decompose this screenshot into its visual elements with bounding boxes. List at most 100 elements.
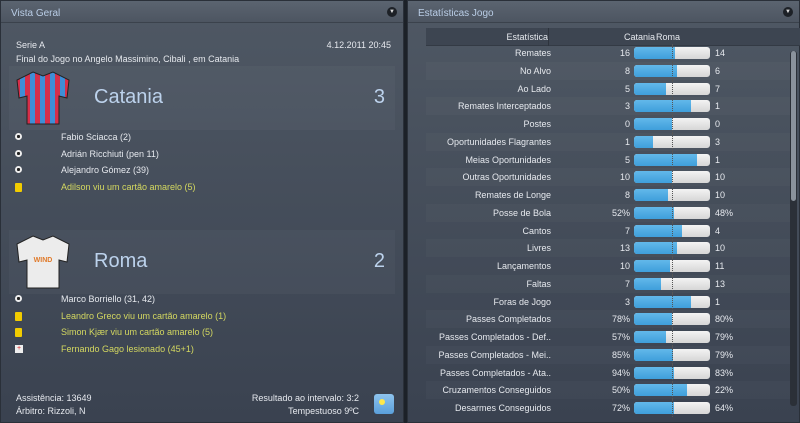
away-value: 4 — [715, 225, 721, 236]
away-team-name[interactable]: Roma — [94, 250, 148, 272]
home-value: 57% — [611, 332, 630, 342]
home-bar-fill — [634, 206, 674, 219]
stat-label: Postes — [523, 119, 551, 129]
home-value: 16 — [619, 48, 630, 58]
ball-icon — [15, 133, 22, 140]
event-text[interactable]: Alejandro Gómez (39) — [61, 165, 150, 175]
away-team-block: WIND Roma 2 — [9, 230, 395, 294]
home-team-name[interactable]: Catania — [94, 86, 163, 108]
away-value: 48% — [715, 207, 734, 218]
midline — [672, 168, 673, 187]
event-text[interactable]: Adilson viu um cartão amarelo (5) — [61, 181, 196, 192]
stat-label: Cruzamentos Conseguidos — [442, 385, 551, 396]
stat-bar — [634, 295, 710, 308]
event-text[interactable]: Fernando Gago lesionado (45+1) — [61, 343, 194, 354]
stat-row: Postes 0 0 — [426, 115, 791, 133]
stat-label: Oportunidades Flagrantes — [446, 136, 551, 147]
midline — [672, 292, 673, 311]
stat-row: Lançamentos 10 11 — [426, 257, 791, 275]
halftime-score: Resultado ao intervalo: 3:2 — [251, 393, 359, 403]
stat-label: Passes Completados — [465, 314, 551, 325]
stats-title: Estatísticas Jogo — [408, 1, 799, 23]
home-value: 78% — [611, 314, 630, 325]
header-home[interactable]: Catania — [623, 32, 655, 42]
stat-row: Passes Completados - Ata.. 94% 83% — [426, 363, 791, 382]
home-bar-fill — [634, 171, 672, 184]
midline — [672, 61, 673, 80]
stat-row: Passes Completados - Def.. 57% 79% — [426, 328, 791, 346]
home-value: 7 — [624, 278, 630, 289]
match-datetime: 4.12.2011 20:45 — [326, 40, 391, 50]
home-value: 0 — [624, 119, 630, 129]
stat-row: Faltas 7 13 — [426, 274, 791, 293]
stat-row: Meias Oportunidades 5 1 — [426, 150, 791, 169]
roma-shirt-icon: WIND — [16, 235, 70, 289]
stat-row: Passes Completados 78% 80% — [426, 310, 791, 329]
away-value: 10 — [715, 172, 726, 183]
away-value: 22% — [715, 385, 734, 396]
event-text[interactable]: Adrián Ricchiuti (pen 11) — [61, 148, 159, 159]
midline — [672, 79, 673, 98]
home-bar-fill — [634, 348, 674, 361]
weather: Tempestuoso 9ºC — [288, 406, 359, 416]
stat-row: Remates 16 14 — [426, 44, 791, 62]
away-value: 64% — [715, 403, 734, 413]
away-value: 3 — [715, 136, 721, 147]
away-value: 0 — [715, 119, 721, 129]
away-value: 7 — [715, 83, 721, 94]
match-event: Simon Kjær viu um cartão amarelo (5) — [1, 325, 401, 341]
header-stat[interactable]: Estatística — [506, 32, 548, 42]
midline — [672, 132, 673, 151]
stat-row: Ao Lado 5 7 — [426, 79, 791, 98]
midline — [672, 381, 673, 400]
stat-row: Remates Interceptados 3 1 — [426, 97, 791, 116]
home-bar-fill — [634, 118, 672, 130]
match-event: + Fernando Gago lesionado (45+1) — [1, 342, 401, 358]
midline — [672, 257, 673, 275]
stat-row: Passes Completados - Mei.. 85% 79% — [426, 345, 791, 364]
stat-label: Posse de Bola — [492, 207, 551, 218]
referee[interactable]: Árbitro: Rizzoli, N — [16, 406, 86, 416]
stat-label: Passes Completados - Ata.. — [439, 367, 551, 378]
midline — [672, 186, 673, 204]
stat-label: Faltas — [526, 278, 551, 289]
event-text[interactable]: Leandro Greco viu um cartão amarelo (1) — [61, 310, 227, 321]
home-value: 3 — [624, 296, 630, 307]
attendance: Assistência: 13649 — [16, 393, 92, 403]
away-value: 10 — [715, 190, 726, 200]
scrollbar[interactable] — [790, 51, 797, 406]
match-event: Adilson viu um cartão amarelo (5) — [1, 180, 401, 196]
event-text[interactable]: Simon Kjær viu um cartão amarelo (5) — [61, 327, 214, 337]
stat-label: Desarmes Conseguidos — [454, 403, 551, 413]
ball-icon — [15, 149, 22, 157]
stat-row: Cantos 7 4 — [426, 221, 791, 240]
home-bar-fill — [634, 366, 675, 379]
stat-label: Foras de Jogo — [493, 296, 551, 307]
panel-menu-button[interactable]: ▼ — [387, 7, 397, 17]
away-value: 1 — [715, 296, 721, 307]
midline — [672, 239, 673, 258]
ball-icon — [15, 295, 22, 302]
stat-row: Cruzamentos Conseguidos 50% 22% — [426, 381, 791, 400]
away-value: 80% — [715, 314, 734, 325]
away-value: 10 — [715, 243, 726, 254]
home-bar-fill — [634, 313, 672, 326]
stat-row: Outras Oportunidades 10 10 — [426, 168, 791, 187]
match-stats-panel: Estatísticas Jogo ▼ Estatística Catania … — [407, 0, 800, 423]
stat-label: Livres — [526, 243, 551, 254]
stat-label: Lançamentos — [496, 261, 551, 271]
midline — [672, 310, 673, 329]
stat-label: Passes Completados - Mei.. — [438, 349, 551, 360]
home-value: 1 — [624, 136, 630, 147]
midline — [672, 115, 673, 133]
event-text[interactable]: Fabio Sciacca (2) — [61, 132, 132, 142]
header-away[interactable]: Roma — [656, 32, 681, 42]
stat-label: Passes Completados - Def.. — [438, 332, 551, 342]
stat-label: Remates Interceptados — [457, 101, 551, 112]
stat-label: Remates de Longe — [474, 190, 551, 200]
scrollbar-thumb[interactable] — [791, 51, 796, 201]
midline — [672, 221, 673, 240]
stat-label: Outras Oportunidades — [462, 172, 551, 183]
panel-menu-button[interactable]: ▼ — [783, 7, 793, 17]
event-text[interactable]: Marco Borriello (31, 42) — [61, 294, 156, 304]
